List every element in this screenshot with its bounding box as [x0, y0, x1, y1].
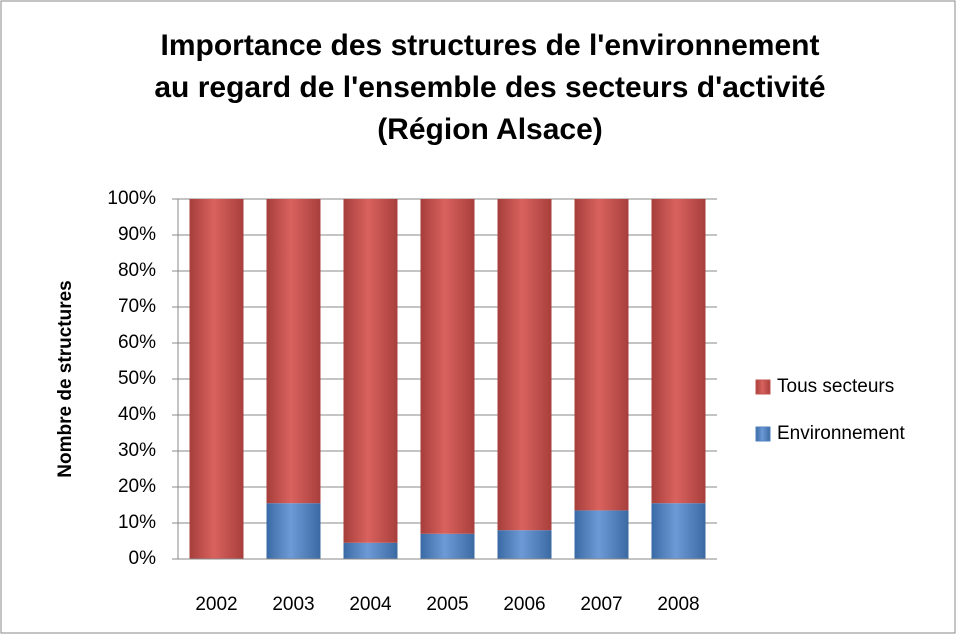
bar-segment	[266, 199, 321, 504]
legend-swatch	[755, 426, 771, 442]
legend-swatch	[755, 379, 771, 395]
x-tick-label: 2003	[272, 594, 314, 615]
y-tick-label: 30%	[118, 440, 156, 461]
bar-segment	[189, 199, 244, 559]
y-tick-label: 90%	[118, 224, 156, 245]
y-axis-title: Nombre de structures	[55, 280, 76, 477]
y-tick-label: 60%	[118, 332, 156, 353]
y-tick-label: 0%	[129, 548, 157, 569]
y-tick-label: 70%	[118, 296, 156, 317]
x-tick-label: 2006	[503, 594, 545, 615]
legend-label: Tous secteurs	[777, 376, 894, 397]
y-tick-label: 80%	[118, 260, 156, 281]
bar-segment	[266, 503, 321, 559]
y-tick-label: 100%	[107, 188, 156, 209]
y-tick-label: 10%	[118, 512, 156, 533]
bar-segment	[497, 199, 552, 531]
bar-segment	[651, 199, 706, 504]
x-tick-label: 2005	[426, 594, 468, 615]
bar-segment	[343, 542, 398, 559]
y-tick-label: 20%	[118, 476, 156, 497]
bar-segment	[497, 530, 552, 559]
bar-segment	[420, 533, 475, 559]
x-tick-label: 2007	[580, 594, 622, 615]
bar-segment	[343, 199, 398, 543]
bar-segment	[574, 199, 629, 511]
chart-title: Importance des structures de l'environne…	[161, 29, 820, 62]
y-tick-label: 50%	[118, 368, 156, 389]
bar-segment	[651, 503, 706, 559]
x-tick-label: 2008	[657, 594, 699, 615]
legend-label: Environnement	[777, 423, 906, 444]
chart-title: (Région Alsace)	[377, 113, 603, 146]
x-tick-label: 2004	[349, 594, 392, 615]
bar-segment	[420, 199, 475, 534]
bar-segment	[574, 510, 629, 559]
y-tick-label: 40%	[118, 404, 156, 425]
chart-title: au regard de l'ensemble des secteurs d'a…	[154, 71, 825, 104]
x-tick-label: 2002	[195, 594, 237, 615]
